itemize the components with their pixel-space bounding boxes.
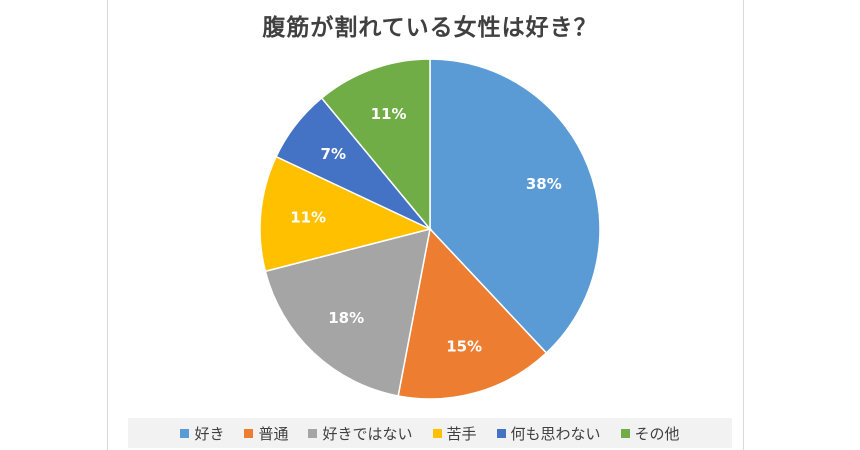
legend-item-5: その他 (620, 423, 680, 444)
pie-slice-3 (259, 155, 433, 273)
legend-swatch (244, 428, 254, 438)
legend-label: 好きではない (322, 424, 413, 443)
legend-label: 何も思わない (510, 424, 601, 443)
pie-slice-5 (320, 58, 431, 232)
pie-slice-2 (264, 227, 431, 397)
slice-data-label-1: 15% (446, 338, 482, 356)
legend-swatch (620, 428, 630, 438)
legend-item-0: 好き (180, 423, 224, 444)
legend-label: その他 (634, 424, 680, 443)
chart-legend: 好き 普通 好きではない 苦手 何も思わない その他 (128, 418, 732, 448)
legend-label: 好き (194, 424, 225, 443)
slice-data-label-4: 7% (321, 145, 346, 163)
legend-swatch (308, 428, 318, 438)
legend-swatch (432, 428, 442, 438)
pie-slice-1 (397, 227, 548, 400)
pie-slice-0 (429, 58, 601, 354)
legend-item-3: 苦手 (432, 423, 477, 444)
chart-title: 腹筋が割れている女性は好き？ (262, 15, 598, 41)
legend-swatch (496, 428, 506, 438)
legend-item-2: 好きではない (308, 423, 413, 444)
legend-swatch (180, 428, 190, 438)
slice-data-label-3: 11% (290, 208, 326, 226)
legend-label: 普通 (258, 424, 289, 443)
slice-data-label-2: 18% (328, 309, 364, 327)
slice-data-label-5: 11% (371, 105, 407, 123)
legend-item-1: 普通 (244, 423, 288, 444)
legend-item-4: 何も思わない (496, 423, 601, 444)
legend-label: 苦手 (446, 424, 477, 443)
slice-data-label-0: 38% (526, 175, 562, 193)
